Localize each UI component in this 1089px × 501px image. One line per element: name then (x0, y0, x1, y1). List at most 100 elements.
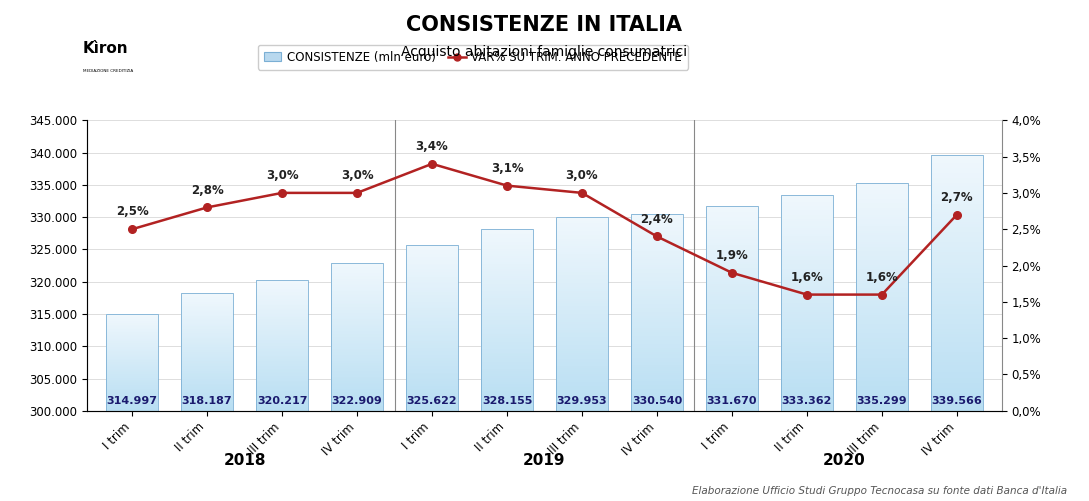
Bar (406, 274, 458, 275)
Bar (181, 358, 233, 359)
Bar (555, 301, 609, 303)
Bar (631, 287, 683, 289)
Bar (406, 365, 458, 366)
Bar (631, 306, 683, 308)
Bar (406, 355, 458, 356)
Bar (781, 312, 833, 314)
Bar (706, 366, 758, 368)
Bar (480, 327, 534, 329)
Bar (931, 311, 983, 314)
Bar (480, 315, 534, 316)
Bar (256, 327, 308, 329)
Bar (181, 359, 233, 360)
Bar (931, 390, 983, 393)
Bar (931, 293, 983, 296)
Bar (106, 390, 158, 391)
Bar (256, 396, 308, 398)
Bar (181, 372, 233, 373)
Bar (406, 245, 458, 411)
Bar (106, 378, 158, 379)
Bar (256, 368, 308, 369)
Bar (331, 366, 383, 368)
Bar (181, 335, 233, 336)
Bar (631, 237, 683, 239)
Bar (181, 329, 233, 330)
Text: 2018: 2018 (223, 453, 266, 468)
Bar (181, 308, 233, 309)
Bar (406, 383, 458, 384)
Bar (631, 261, 683, 263)
Bar (256, 343, 308, 344)
Bar (706, 337, 758, 339)
Bar (480, 353, 534, 355)
Bar (181, 405, 233, 406)
Bar (631, 348, 683, 350)
Bar (256, 364, 308, 365)
Bar (781, 374, 833, 376)
Bar (406, 260, 458, 262)
Bar (555, 316, 609, 318)
Bar (256, 342, 308, 343)
Bar (856, 340, 908, 343)
Bar (480, 376, 534, 378)
Bar (781, 293, 833, 295)
Bar (781, 327, 833, 329)
Bar (406, 338, 458, 340)
Bar (406, 264, 458, 265)
Bar (931, 398, 983, 401)
Bar (480, 329, 534, 331)
Bar (480, 362, 534, 364)
Bar (181, 406, 233, 407)
Bar (106, 373, 158, 374)
Bar (256, 321, 308, 322)
Bar (406, 287, 458, 289)
Bar (406, 285, 458, 287)
Bar (181, 386, 233, 387)
Bar (781, 316, 833, 318)
Bar (406, 402, 458, 404)
Bar (256, 400, 308, 402)
Bar (106, 392, 158, 393)
Bar (331, 405, 383, 406)
Bar (480, 295, 534, 296)
Bar (406, 333, 458, 335)
Bar (856, 349, 908, 352)
Bar (555, 287, 609, 289)
Bar (555, 299, 609, 301)
Bar (706, 254, 758, 256)
Bar (256, 283, 308, 284)
Bar (406, 277, 458, 279)
Bar (480, 403, 534, 405)
Bar (480, 234, 534, 236)
Bar (931, 306, 983, 309)
Bar (480, 284, 534, 286)
Bar (406, 373, 458, 374)
Bar (931, 155, 983, 411)
Bar (406, 297, 458, 298)
Bar (256, 402, 308, 403)
Bar (480, 231, 534, 232)
Bar (480, 338, 534, 340)
Bar (331, 355, 383, 356)
Bar (181, 337, 233, 338)
Bar (706, 323, 758, 325)
Bar (631, 303, 683, 304)
Bar (631, 360, 683, 362)
Bar (331, 328, 383, 330)
Bar (106, 366, 158, 367)
Bar (631, 397, 683, 399)
Bar (181, 369, 233, 370)
Bar (631, 320, 683, 322)
Bar (331, 353, 383, 355)
Bar (106, 315, 158, 316)
Text: 2020: 2020 (823, 453, 866, 468)
Bar (856, 336, 908, 338)
Bar (181, 340, 233, 342)
Bar (406, 369, 458, 371)
Bar (181, 304, 233, 305)
Bar (480, 247, 534, 249)
Bar (331, 318, 383, 319)
Bar (406, 327, 458, 328)
Text: Acquisto abitazioni famiglie consumatrici: Acquisto abitazioni famiglie consumatric… (402, 45, 687, 59)
Bar (555, 368, 609, 370)
